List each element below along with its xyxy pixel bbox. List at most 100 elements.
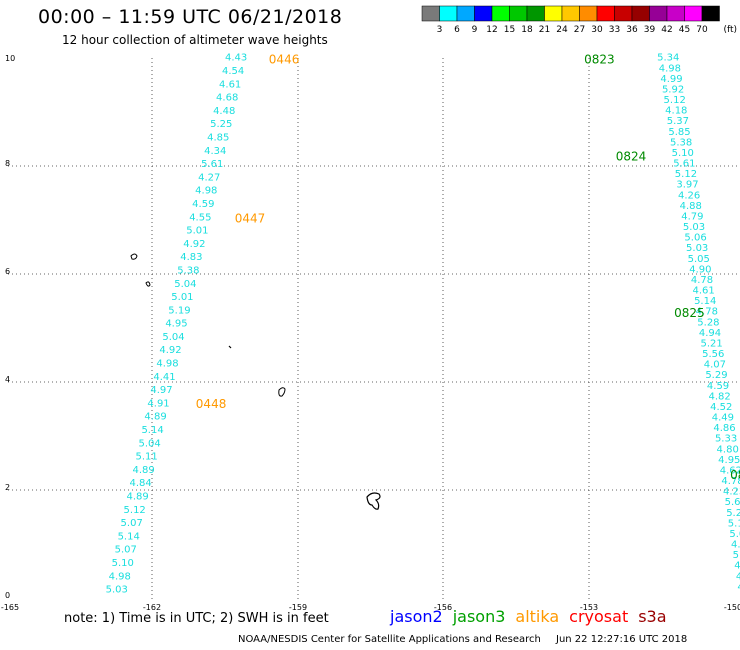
wave-height-label: 4.23 xyxy=(723,487,740,498)
wave-height-label: 4.07 xyxy=(704,360,726,371)
wave-height-label: 5.25 xyxy=(210,119,232,130)
wave-height-label: 4.68 xyxy=(216,93,238,104)
map-title: 00:00 – 11:59 UTC 06/21/2018 xyxy=(38,6,343,28)
wave-height-label: 4.55 xyxy=(189,212,211,223)
wave-height-label: 5.14 xyxy=(118,531,140,542)
island-outline xyxy=(366,492,381,510)
wave-height-label: 4.78 xyxy=(691,275,713,286)
color-swatch-label: 42 xyxy=(661,25,672,35)
wave-height-label: 5.03 xyxy=(683,222,705,233)
axis-tick-labels: -165 -162 -159 -156 -153 -150 0 2 4 6 8 10 xyxy=(1,54,740,612)
wave-height-label: 4.43 xyxy=(225,53,247,64)
wave-height-label: 5.33 xyxy=(715,434,737,445)
wave-height-label: 4.18 xyxy=(665,106,687,117)
wave-height-label: 4.70 xyxy=(736,571,740,582)
wave-height-label: 5.38 xyxy=(670,137,692,148)
wave-height-label: 5.12 xyxy=(675,169,697,180)
satellite-legend-item: s3a xyxy=(638,607,667,626)
wave-height-label: 5.29 xyxy=(705,370,727,381)
wave-height-label: 5.14 xyxy=(694,296,716,307)
footer-note: note: 1) Time is in UTC; 2) SWH is in fe… xyxy=(64,611,329,626)
color-swatch-label: 9 xyxy=(472,25,478,35)
wave-height-label: 4.89 xyxy=(144,412,166,423)
color-swatch-label: 18 xyxy=(521,25,533,35)
wave-height-label: 4.90 xyxy=(689,264,711,275)
longitude-tick-label: -162 xyxy=(143,603,161,612)
color-swatch-label: 33 xyxy=(609,25,620,35)
wave-height-label: 4.61 xyxy=(692,286,714,297)
wave-height-label: 5.19 xyxy=(168,305,190,316)
color-scale-unit: (ft) xyxy=(723,25,737,35)
color-swatch-label: 12 xyxy=(486,25,497,35)
wave-height-label: 5.05 xyxy=(688,254,710,265)
altika-track: 5.03 4.98 5.10 5.07 5.14 5.07 5.12 4.89 4.84 4.89… xyxy=(106,53,248,596)
footer-credit: NOAA/NESDIS Center for Satellite Applica… xyxy=(238,634,541,645)
wave-height-label: 5.04 xyxy=(174,279,196,290)
wave-height-label: 4.85 xyxy=(207,132,229,143)
color-swatch-label: 6 xyxy=(454,25,460,35)
color-swatch-label: 36 xyxy=(626,25,638,35)
wave-height-label: 4.94 xyxy=(699,328,721,339)
wave-height-label: 4.54 xyxy=(222,66,244,77)
wave-height-label: 4.84 xyxy=(130,478,152,489)
wave-height-label: 4.78 xyxy=(721,476,740,487)
island-outline xyxy=(228,345,232,349)
wave-height-label: 5.69 xyxy=(725,497,740,508)
wave-height-label: 4.34 xyxy=(204,146,226,157)
wave-height-label: 5.38 xyxy=(177,265,199,276)
satellite-legend: jason2 jason3 altika cryosat s3a xyxy=(390,607,677,626)
wave-height-label: 5.07 xyxy=(121,518,143,529)
pass-time-labels: 0446 0447 0448 0823 0824 0825 08 xyxy=(196,52,740,482)
pass-time-label: 0448 xyxy=(196,397,227,411)
color-swatch-label: 27 xyxy=(574,25,585,35)
jason3-track: 5.344.984.995.925.124.185.375.855.385.10… xyxy=(657,53,740,593)
color-swatch xyxy=(701,5,720,22)
satellite-legend-item: cryosat xyxy=(569,607,629,626)
wave-height-label: 4.98 xyxy=(195,186,217,197)
wave-height-label: 5.10 xyxy=(672,148,694,159)
longitude-tick-label: -150 xyxy=(724,603,740,612)
wave-height-label: 4.59 xyxy=(707,381,729,392)
wave-height-label: 5.56 xyxy=(702,349,724,360)
wave-height-label: 5.07 xyxy=(115,545,137,556)
latitude-tick-label: 6 xyxy=(5,267,10,276)
latitude-tick-label: 8 xyxy=(5,159,10,168)
wave-height-label: 4.52 xyxy=(710,402,732,413)
satellite-legend-item: jason3 xyxy=(452,607,506,626)
wave-height-label: 4.62 xyxy=(734,561,740,572)
wave-height-label: 4.79 xyxy=(731,540,740,551)
wave-height-label: 4.83 xyxy=(180,252,202,263)
wave-height-label: 5.12 xyxy=(124,505,146,516)
wave-height-label: 4.97 xyxy=(150,385,172,396)
color-swatch-label: 3 xyxy=(437,25,443,35)
wave-height-label: 4.99 xyxy=(660,74,682,85)
wave-height-label: 5.61 xyxy=(201,159,223,170)
wave-height-label: 4.88 xyxy=(680,201,702,212)
wave-height-label: 4.95 xyxy=(165,319,187,330)
wave-height-label: 5.28 xyxy=(697,317,719,328)
map-subtitle: 12 hour collection of altimeter wave hei… xyxy=(62,33,328,47)
wave-height-label: 5.14 xyxy=(141,425,163,436)
color-swatch-label: 24 xyxy=(556,25,568,35)
wave-height-label: 4.91 xyxy=(147,398,169,409)
color-swatch-label: 21 xyxy=(539,25,550,35)
wave-height-label: 4.61 xyxy=(219,79,241,90)
island-outline xyxy=(145,281,151,287)
satellite-legend-item: jason2 xyxy=(390,607,443,626)
wave-height-label: 5.03 xyxy=(106,585,128,596)
wave-height-label: 4.98 xyxy=(156,359,178,370)
wave-height-label: 4.95 xyxy=(718,455,740,466)
latitude-tick-label: 2 xyxy=(5,483,10,492)
wave-height-label: 5.17 xyxy=(728,518,740,529)
wave-height-label: 4.92 xyxy=(159,345,181,356)
color-swatch-label: 30 xyxy=(591,25,603,35)
longitude-tick-label: -156 xyxy=(434,603,452,612)
wave-height-label: 4.41 xyxy=(153,372,175,383)
wave-height-label: 4.27 xyxy=(198,172,220,183)
wave-height-label: 5.04 xyxy=(138,438,160,449)
wave-height-label: 5.01 xyxy=(171,292,193,303)
longitude-tick-label: -153 xyxy=(580,603,598,612)
longitude-tick-label: -159 xyxy=(289,603,307,612)
wave-height-label: 4.86 xyxy=(713,423,735,434)
